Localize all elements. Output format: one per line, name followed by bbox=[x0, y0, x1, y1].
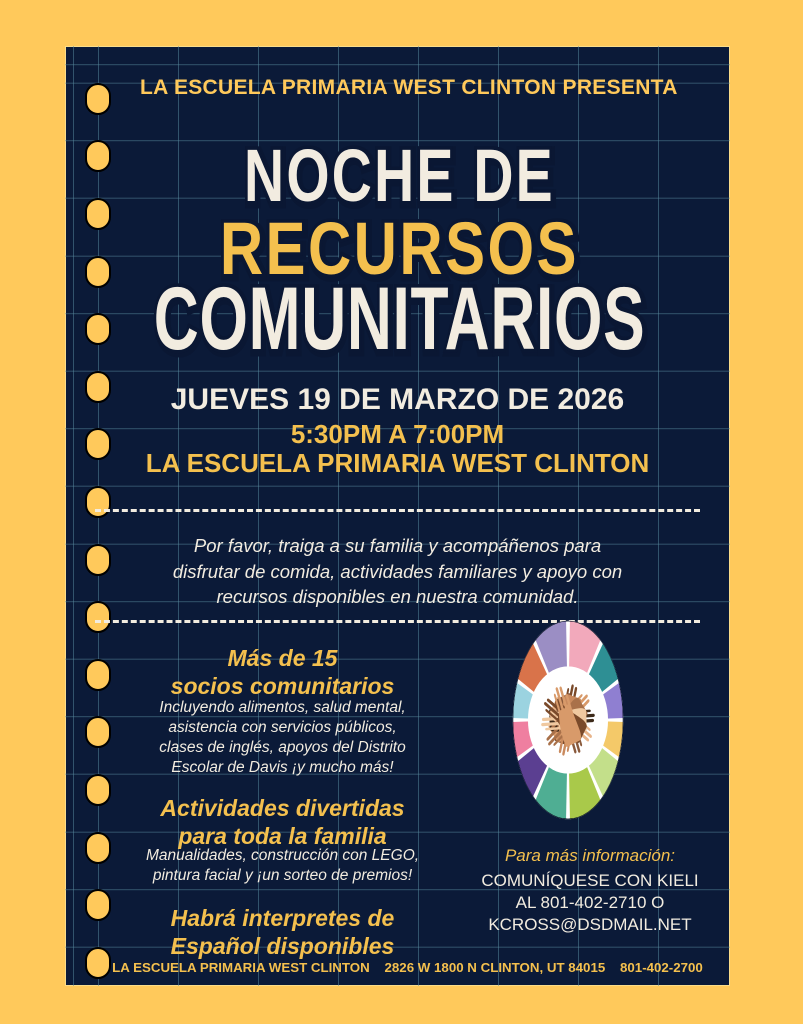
svg-text:COMUNITARIOS: COMUNITARIOS bbox=[154, 269, 646, 369]
svg-text:NOCHE DE: NOCHE DE bbox=[244, 134, 555, 217]
